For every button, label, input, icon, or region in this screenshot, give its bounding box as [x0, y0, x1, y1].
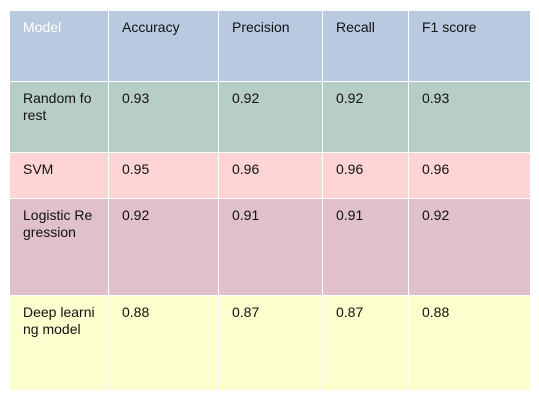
precision-cell: 0.96: [219, 153, 323, 199]
model-name-cell: SVM: [10, 153, 109, 199]
precision-cell: 0.87: [219, 296, 323, 391]
model-name-cell: Random forest: [10, 82, 109, 153]
recall-cell: 0.92: [323, 82, 409, 153]
table-row: Deep learning model 0.88 0.87 0.87 0.88: [10, 296, 531, 391]
table-body: Random forest 0.93 0.92 0.92 0.93 SVM 0.…: [10, 82, 531, 391]
accuracy-cell: 0.92: [109, 199, 219, 296]
header-cell-f1-score: F1 score: [409, 11, 531, 82]
f1-score-cell: 0.93: [409, 82, 531, 153]
recall-cell: 0.91: [323, 199, 409, 296]
model-name: Deep learning model: [23, 304, 95, 338]
model-name-cell: Deep learning model: [10, 296, 109, 391]
header-cell-recall: Recall: [323, 11, 409, 82]
model-name: SVM: [23, 161, 95, 178]
f1-score-cell: 0.92: [409, 199, 531, 296]
f1-score-cell: 0.96: [409, 153, 531, 199]
recall-cell: 0.87: [323, 296, 409, 391]
precision-cell: 0.92: [219, 82, 323, 153]
header-cell-accuracy: Accuracy: [109, 11, 219, 82]
model-metrics-table: Model Accuracy Precision Recall F1 score…: [9, 10, 531, 391]
table-row: SVM 0.95 0.96 0.96 0.96: [10, 153, 531, 199]
header-row: Model Accuracy Precision Recall F1 score: [10, 11, 531, 82]
table-header: Model Accuracy Precision Recall F1 score: [10, 11, 531, 82]
model-name: Logistic Regression: [23, 207, 95, 241]
header-cell-model: Model: [10, 11, 109, 82]
precision-cell: 0.91: [219, 199, 323, 296]
recall-cell: 0.96: [323, 153, 409, 199]
model-name-cell: Logistic Regression: [10, 199, 109, 296]
table-row: Logistic Regression 0.92 0.91 0.91 0.92: [10, 199, 531, 296]
model-name: Random forest: [23, 90, 95, 124]
accuracy-cell: 0.93: [109, 82, 219, 153]
accuracy-cell: 0.95: [109, 153, 219, 199]
f1-score-cell: 0.88: [409, 296, 531, 391]
accuracy-cell: 0.88: [109, 296, 219, 391]
header-cell-precision: Precision: [219, 11, 323, 82]
table-row: Random forest 0.93 0.92 0.92 0.93: [10, 82, 531, 153]
